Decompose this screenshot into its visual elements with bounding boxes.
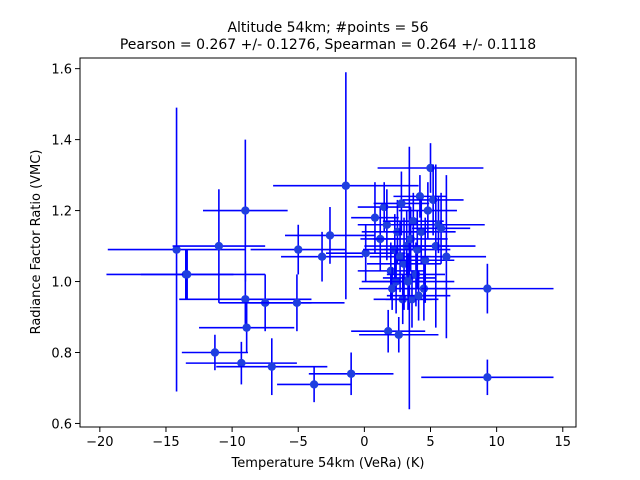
data-point-42 (386, 270, 451, 321)
x-tick-label: −5 (289, 435, 308, 450)
y-axis: 0.6 0.8 1.0 1.2 1.4 1.6 (51, 63, 80, 432)
data-point-5 (203, 139, 288, 282)
data-marker (241, 295, 250, 304)
data-marker (309, 380, 319, 389)
x-tick-label: 0 (360, 435, 368, 450)
data-marker (210, 348, 220, 357)
data-point-13 (216, 338, 328, 396)
data-marker (413, 245, 422, 254)
chart-subtitle: Pearson = 0.267 +/- 0.1276, Spearman = 0… (120, 37, 536, 53)
data-point-19 (326, 224, 406, 282)
y-tick-label: 0.6 (51, 417, 72, 432)
data-marker (370, 213, 380, 222)
x-tick-label: 5 (426, 435, 434, 450)
data-marker (172, 245, 181, 254)
data-point-12 (185, 341, 297, 385)
x-tick-label: 10 (488, 435, 505, 450)
data-marker (417, 227, 426, 237)
y-tick-label: 1.2 (51, 205, 72, 220)
data-marker (346, 369, 356, 378)
data-point-9 (249, 274, 345, 332)
y-tick-label: 1.6 (51, 63, 72, 78)
data-point-41 (384, 210, 451, 289)
data-point-20 (351, 182, 399, 254)
y-tick-label: 1.4 (51, 134, 72, 149)
data-marker (214, 241, 224, 251)
data-point-17 (281, 231, 364, 282)
data-marker (407, 295, 417, 304)
y-axis-label: Radiance Factor Ratio (VMC) (29, 150, 44, 335)
data-point-54 (361, 253, 455, 310)
data-point-1 (107, 107, 246, 392)
data-point-7 (199, 302, 295, 353)
x-tick-label: −15 (152, 435, 179, 450)
data-marker (421, 256, 430, 265)
data-point-4 (172, 189, 266, 303)
data-marker (294, 245, 303, 254)
data-point-24 (351, 309, 426, 353)
y-tick-label: 0.8 (51, 346, 72, 361)
x-axis: −20 −15 −10 −5 0 5 10 15 (86, 427, 571, 450)
data-marker (403, 277, 413, 286)
data-point-14 (277, 366, 352, 403)
plot-frame (79, 57, 577, 428)
chart-title: Altitude 54km; #points = 56 (227, 20, 428, 36)
data-marker (237, 358, 246, 368)
data-point-47 (398, 182, 457, 239)
data-marker (442, 252, 451, 261)
data-marker (317, 252, 327, 261)
data-point-52 (411, 192, 471, 264)
x-tick-label: −10 (218, 435, 245, 450)
data-marker (397, 199, 406, 208)
data-marker (387, 284, 397, 293)
data-point-15 (308, 352, 394, 396)
data-marker (383, 327, 393, 336)
data-marker (241, 206, 250, 215)
data-marker (409, 217, 418, 226)
x-axis-label: Temperature 54km (VeRa) (K) (231, 456, 425, 471)
data-marker (423, 206, 433, 215)
data-marker (483, 284, 492, 293)
data-marker (414, 291, 423, 300)
data-point-6 (179, 270, 312, 328)
plot-data (106, 72, 554, 410)
data-marker (242, 323, 251, 332)
data-point-53 (406, 175, 487, 339)
data-point-3 (140, 249, 234, 300)
y-tick-label: 1.0 (51, 276, 72, 291)
data-marker (325, 231, 335, 240)
data-marker (382, 220, 392, 229)
data-marker (395, 252, 405, 261)
x-tick-label: −20 (86, 435, 113, 450)
data-point-55 (421, 263, 554, 314)
data-marker (341, 181, 351, 190)
data-point-18 (285, 207, 375, 264)
data-marker (292, 298, 302, 308)
data-marker (267, 362, 276, 371)
data-point-30 (359, 317, 439, 353)
data-marker (361, 248, 370, 258)
data-marker (415, 192, 425, 201)
data-marker (182, 270, 192, 279)
data-point-16 (273, 72, 419, 300)
data-marker (483, 373, 492, 382)
data-marker (436, 224, 446, 233)
data-point-56 (421, 359, 554, 396)
data-point-11 (181, 334, 248, 371)
x-tick-label: 15 (554, 435, 571, 450)
data-point-48 (377, 143, 484, 193)
data-marker (394, 330, 403, 339)
